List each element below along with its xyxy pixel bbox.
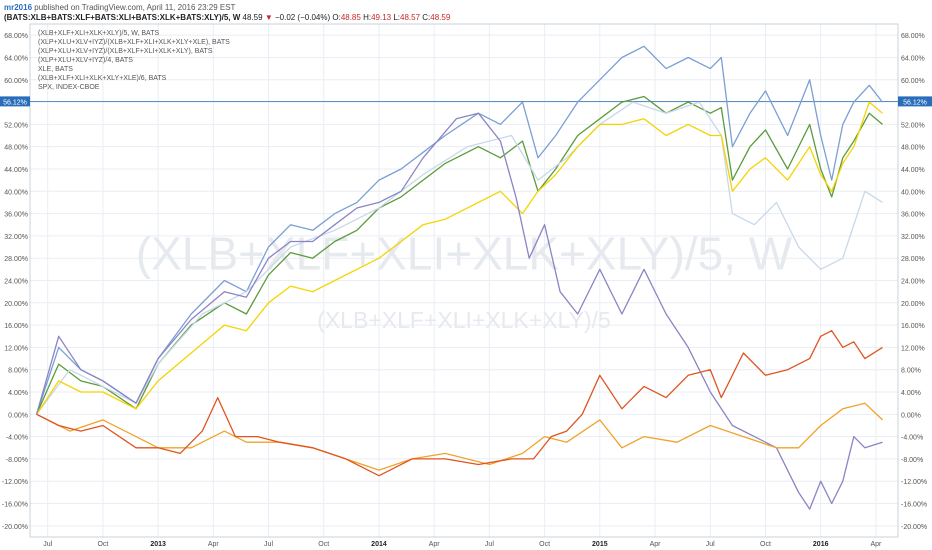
x-tick-label: 2014	[371, 541, 387, 548]
x-tick-label: Apr	[429, 541, 441, 548]
y-tick-label-left: 40.00%	[4, 189, 28, 196]
y-tick-label-right: 4.00%	[901, 390, 921, 397]
y-tick-label-right: 12.00%	[901, 345, 925, 352]
y-tick-label-right: -8.00%	[901, 457, 923, 464]
y-tick-label-left: -4.00%	[6, 435, 28, 442]
x-tick-label: Apr	[870, 541, 882, 548]
high-label: H:	[363, 13, 372, 22]
y-tick-label-right: -20.00%	[901, 524, 927, 531]
legend-entry-4[interactable]: (XLP+XLU+XLV+IYZ)/4, BATS	[38, 57, 133, 64]
legend-entry-3[interactable]: (XLP+XLU+XLV+IYZ)/(XLB+XLF+XLI+XLK+XLY),…	[38, 48, 213, 55]
y-tick-label-left: 32.00%	[4, 234, 28, 241]
y-tick-label-left: 68.00%	[4, 33, 28, 40]
y-tick-label-left: 52.00%	[4, 122, 28, 129]
x-tick-label: Oct	[760, 541, 771, 548]
y-tick-label-right: 8.00%	[901, 368, 921, 375]
y-tick-label-left: 60.00%	[4, 78, 28, 85]
current-value-marker-right	[898, 96, 932, 107]
symbol-info: (BATS:XLB+BATS:XLF+BATS:XLI+BATS:XLK+BAT…	[4, 13, 450, 23]
series-line-7[interactable]	[36, 330, 883, 477]
y-tick-label-right: 36.00%	[901, 212, 925, 219]
open-value: 48.85	[340, 13, 361, 22]
y-tick-label-left: 12.00%	[4, 345, 28, 352]
y-tick-label-left: -8.00%	[6, 457, 28, 464]
y-tick-label-left: -20.00%	[2, 524, 28, 531]
last-price: 48.59	[242, 13, 263, 22]
close-value: 48.59	[430, 13, 451, 22]
y-tick-label-left: 64.00%	[4, 55, 28, 62]
y-tick-label-right: 28.00%	[901, 256, 925, 263]
y-tick-label-right: 48.00%	[901, 145, 925, 152]
x-tick-label: 2015	[592, 541, 608, 548]
plot-frame	[29, 23, 899, 538]
y-tick-label-left: -12.00%	[2, 479, 28, 486]
watermark-main: (XLB+XLF+XLI+XLK+XLY)/5, W	[136, 227, 793, 279]
x-tick-label: 2013	[150, 541, 166, 548]
current-value-label-right: 56.12%	[903, 99, 927, 106]
y-tick-label-right: 32.00%	[901, 234, 925, 241]
symbol-label[interactable]: (BATS:XLB+BATS:XLF+BATS:XLI+BATS:XLK+BAT…	[4, 13, 241, 22]
x-tick-label: Jul	[485, 541, 494, 548]
x-tick-label: Jul	[43, 541, 52, 548]
y-tick-label-right: -12.00%	[901, 479, 927, 486]
watermark-sub: (XLB+XLF+XLI+XLK+XLY)/5	[317, 307, 611, 333]
current-value-marker-left	[0, 96, 30, 107]
y-tick-label-left: 44.00%	[4, 167, 28, 174]
x-tick-label: Apr	[208, 541, 220, 548]
series-line-3[interactable]	[36, 101, 883, 415]
y-tick-label-right: 44.00%	[901, 167, 925, 174]
y-tick-label-right: 64.00%	[901, 55, 925, 62]
open-label: O:	[332, 13, 341, 22]
x-tick-label: 2016	[813, 541, 829, 548]
series-line-5[interactable]	[35, 112, 883, 510]
y-tick-label-right: 52.00%	[901, 122, 925, 129]
x-tick-label: Oct	[539, 541, 550, 548]
x-tick-label: Apr	[650, 541, 662, 548]
y-tick-label-left: 24.00%	[4, 279, 28, 286]
legend-entry-2[interactable]: (XLP+XLU+XLV+IYZ)/(XLB+XLF+XLI+XLK+XLY+X…	[38, 39, 230, 46]
y-tick-label-right: 68.00%	[901, 33, 925, 40]
y-tick-label-left: 8.00%	[8, 368, 28, 375]
change-down-icon: ▼	[264, 13, 273, 22]
y-tick-label-left: 0.00%	[8, 412, 28, 419]
y-tick-label-right: 20.00%	[901, 301, 925, 308]
y-tick-label-right: -16.00%	[901, 502, 927, 509]
series-line-4[interactable]	[36, 101, 883, 415]
price-change: −0.02 (−0.04%)	[274, 13, 331, 22]
x-tick-label: Jul	[706, 541, 715, 548]
y-tick-label-left: 20.00%	[4, 301, 28, 308]
current-value-label-left: 56.12%	[3, 99, 27, 106]
y-tick-label-right: 24.00%	[901, 279, 925, 286]
y-tick-label-left: 28.00%	[4, 256, 28, 263]
high-value: 49.13	[371, 13, 392, 22]
publish-info: mr2016 published on TradingView.com, Apr…	[4, 3, 235, 13]
author-link[interactable]: mr2016	[4, 3, 33, 12]
close-label: C:	[422, 13, 431, 22]
legend-entry-1[interactable]: (XLB+XLF+XLI+XLK+XLY)/5, W, BATS	[38, 30, 159, 37]
y-tick-label-right: 60.00%	[901, 78, 925, 85]
legend-entry-5[interactable]: XLE, BATS	[38, 66, 73, 73]
x-tick-label: Jul	[264, 541, 273, 548]
y-tick-label-left: 4.00%	[8, 390, 28, 397]
legend-entry-6[interactable]: (XLB+XLF+XLI+XLK+XLY+XLE)/6, BATS	[38, 75, 167, 82]
series-line-1[interactable]	[35, 45, 884, 415]
y-tick-label-left: 36.00%	[4, 212, 28, 219]
y-tick-label-left: 16.00%	[4, 323, 28, 330]
low-value: 48.57	[400, 13, 421, 22]
y-tick-label-right: 40.00%	[901, 189, 925, 196]
published-text: published on TradingView.com, April 11, …	[34, 3, 236, 12]
y-tick-label-left: -16.00%	[2, 502, 28, 509]
x-tick-label: Oct	[97, 541, 108, 548]
y-tick-label-left: 48.00%	[4, 145, 28, 152]
low-label: L:	[393, 13, 401, 22]
y-tick-label-right: 16.00%	[901, 323, 925, 330]
y-tick-label-right: -4.00%	[901, 435, 923, 442]
y-tick-label-right: 0.00%	[901, 412, 921, 419]
x-tick-label: Oct	[318, 541, 329, 548]
legend-entry-7[interactable]: SPX, INDEX-CBOE	[38, 84, 100, 91]
